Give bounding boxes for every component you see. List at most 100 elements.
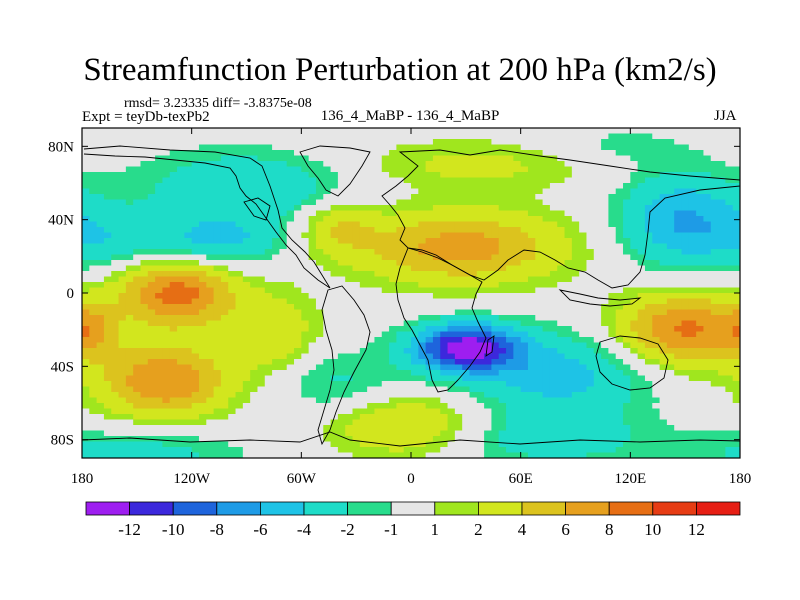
field-cell	[674, 364, 683, 371]
field-cell	[264, 161, 273, 168]
field-cell	[330, 128, 339, 135]
field-cell	[118, 205, 127, 212]
field-cell	[535, 227, 544, 234]
field-cell	[250, 150, 259, 157]
field-cell	[586, 309, 595, 316]
field-cell	[506, 309, 514, 316]
field-cell	[389, 216, 397, 223]
field-cell	[315, 232, 324, 239]
field-cell	[133, 315, 142, 322]
field-cell	[257, 271, 266, 278]
field-cell	[688, 408, 697, 415]
field-cell	[345, 210, 354, 217]
field-cell	[198, 353, 207, 360]
field-cell	[725, 172, 734, 179]
field-cell	[220, 309, 229, 316]
field-cell	[125, 276, 134, 283]
field-cell	[586, 337, 595, 344]
field-cell	[177, 359, 185, 366]
field-cell	[220, 364, 229, 371]
field-cell	[615, 249, 624, 256]
field-cell	[725, 342, 734, 349]
field-cell	[688, 155, 697, 162]
field-cell	[301, 205, 310, 212]
field-cell	[549, 150, 558, 157]
field-cell	[725, 276, 734, 283]
field-cell	[623, 194, 631, 201]
field-cell	[235, 419, 244, 426]
field-cell	[608, 210, 617, 217]
field-cell	[710, 128, 719, 135]
field-cell	[96, 150, 105, 157]
field-cell	[345, 397, 354, 404]
field-cell	[257, 293, 266, 300]
field-cell	[579, 161, 588, 168]
field-cell	[301, 166, 310, 173]
field-cell	[111, 375, 120, 382]
field-cell	[235, 249, 244, 256]
field-cell	[89, 249, 98, 256]
field-cell	[374, 161, 383, 168]
field-cell	[542, 139, 551, 146]
field-cell	[279, 364, 288, 371]
field-cell	[696, 359, 705, 366]
field-cell	[718, 342, 726, 349]
field-cell	[250, 260, 259, 267]
field-cell	[308, 249, 317, 256]
field-cell	[484, 293, 493, 300]
field-cell	[542, 199, 551, 206]
field-cell	[571, 287, 580, 294]
field-cell	[527, 183, 536, 190]
field-cell	[447, 298, 456, 305]
field-cell	[469, 243, 478, 250]
field-cell	[535, 133, 544, 140]
field-cell	[367, 271, 376, 278]
field-cell	[118, 353, 127, 360]
field-cell	[615, 188, 624, 195]
field-cell	[586, 166, 595, 173]
field-cell	[725, 331, 734, 338]
field-cell	[294, 232, 302, 239]
field-cell	[315, 227, 324, 234]
field-cell	[476, 304, 485, 311]
field-cell	[286, 408, 295, 415]
field-cell	[637, 243, 646, 250]
field-cell	[220, 194, 229, 201]
field-cell	[586, 199, 595, 206]
field-cell	[367, 133, 376, 140]
field-cell	[125, 298, 134, 305]
field-cell	[579, 260, 588, 267]
field-cell	[644, 309, 653, 316]
field-cell	[359, 139, 368, 146]
field-cell	[718, 155, 726, 162]
field-cell	[579, 172, 588, 179]
field-cell	[177, 205, 185, 212]
field-cell	[286, 353, 295, 360]
field-cell	[337, 309, 346, 316]
field-cell	[696, 342, 705, 349]
field-cell	[272, 370, 280, 377]
field-cell	[586, 210, 595, 217]
field-cell	[330, 199, 339, 206]
field-cell	[710, 397, 719, 404]
field-cell	[688, 298, 697, 305]
field-cell	[703, 243, 712, 250]
field-cell	[718, 161, 726, 168]
field-cell	[301, 315, 310, 322]
field-cell	[564, 370, 573, 377]
field-cell	[732, 425, 740, 432]
field-cell	[476, 359, 485, 366]
field-cell	[674, 408, 683, 415]
field-cell	[440, 309, 449, 316]
field-cell	[440, 210, 449, 217]
field-cell	[688, 194, 697, 201]
field-cell	[703, 166, 712, 173]
field-cell	[337, 199, 346, 206]
field-cell	[103, 348, 112, 355]
field-cell	[732, 238, 740, 245]
field-cell	[389, 254, 397, 261]
field-cell	[703, 304, 712, 311]
field-cell	[637, 342, 646, 349]
field-cell	[440, 403, 449, 410]
field-cell	[403, 276, 412, 283]
